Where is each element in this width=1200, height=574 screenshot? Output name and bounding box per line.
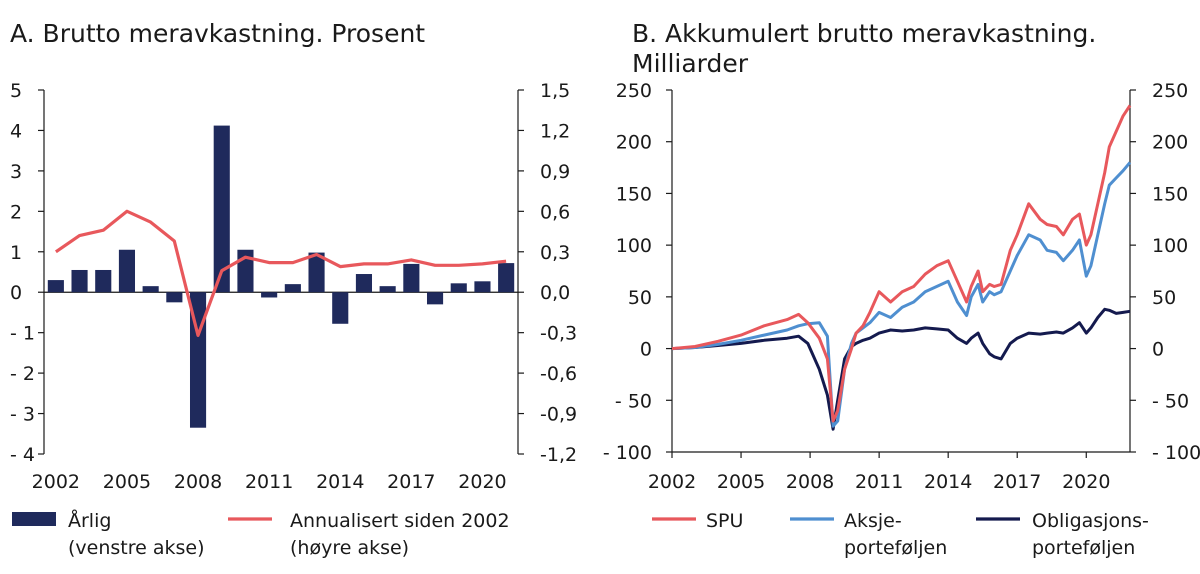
chart-a-bars bbox=[47, 125, 515, 428]
legend-label-b: SPU bbox=[706, 510, 743, 532]
chart-b-lines bbox=[671, 104, 1132, 431]
legend-label-b: porteføljen bbox=[844, 537, 947, 559]
chart-a-right-tick-label: 0,0 bbox=[540, 282, 570, 304]
chart-a-left-tick-label: - 3 bbox=[10, 404, 35, 426]
legend-label-arlig-sub: (venstre akse) bbox=[68, 537, 205, 559]
chart-a-x-tick-label: 2008 bbox=[174, 471, 222, 493]
chart-a-left-tick-label: 5 bbox=[10, 80, 22, 102]
chart-a-right-tick-label: -1,2 bbox=[540, 444, 577, 466]
chart-b-right-tick-label: 150 bbox=[1152, 183, 1188, 205]
chart-a-bar bbox=[450, 283, 467, 293]
chart-a-right-tick-label: 0,9 bbox=[540, 161, 570, 183]
chart-a-left-tick-label: 2 bbox=[10, 201, 22, 223]
chart-a-ticks: - 4 - 3 - 2 - 1 0 1 2 3 4 5 -1,2 -0,9 -0,6 -0,3 0,0 0,3… bbox=[10, 80, 577, 493]
chart-a-left-tick-label: 4 bbox=[10, 120, 22, 142]
chart-a-left-tick-label: - 4 bbox=[10, 444, 35, 466]
chart-a-title: A. Brutto meravkastning. Prosent bbox=[10, 19, 425, 48]
chart-a-right-tick-label: 0,3 bbox=[540, 242, 570, 264]
chart-a-x-tick-label: 2020 bbox=[458, 471, 506, 493]
chart-b-left-tick-label: 200 bbox=[616, 132, 652, 154]
chart-a-bar bbox=[213, 125, 230, 293]
chart-b-right-tick-label: 0 bbox=[1152, 339, 1164, 361]
chart-b-x-tick-label: 2011 bbox=[855, 471, 903, 493]
chart-a-bar bbox=[308, 252, 325, 293]
legend-label-annualisert: Annualisert siden 2002 bbox=[290, 510, 510, 532]
chart-b-x-tick-label: 2017 bbox=[993, 471, 1041, 493]
chart-a-bar bbox=[379, 286, 396, 293]
chart-b-right-tick-label: 100 bbox=[1152, 235, 1188, 257]
chart-a-bar bbox=[403, 263, 420, 293]
legend-swatch-arlig bbox=[12, 512, 56, 526]
chart-a-bar bbox=[95, 269, 112, 293]
chart-a-bar bbox=[47, 280, 64, 293]
chart-a-x-tick-label: 2014 bbox=[316, 471, 364, 493]
chart-b-axes bbox=[671, 90, 1131, 453]
chart-a-bar bbox=[71, 269, 88, 293]
chart-b-x-tick-label: 2005 bbox=[717, 471, 765, 493]
chart-b-x-tick-label: 2008 bbox=[786, 471, 834, 493]
panel-b: B. Akkumulert brutto meravkastning. Mill… bbox=[603, 19, 1200, 559]
chart-a-line-series bbox=[54, 209, 507, 337]
chart-a-bar bbox=[426, 292, 444, 305]
chart-a-bar bbox=[261, 292, 278, 298]
chart-b-legend: SPU Aksje-porteføljen Obligasjons-porteføl… bbox=[652, 510, 1149, 559]
chart-a-bar bbox=[142, 286, 159, 293]
chart-a-bar bbox=[332, 292, 349, 324]
chart-b-right-tick-label: - 100 bbox=[1152, 442, 1200, 464]
chart-a-x-tick-label: 2017 bbox=[387, 471, 435, 493]
chart-a-left-tick-label: 1 bbox=[10, 242, 22, 264]
chart-b-right-tick-label: 250 bbox=[1152, 80, 1188, 102]
chart-a-x-tick-label: 2002 bbox=[32, 471, 80, 493]
chart-a-axes bbox=[43, 90, 519, 454]
chart-a-line bbox=[54, 209, 507, 337]
chart-a-x-tick-label: 2005 bbox=[103, 471, 151, 493]
chart-b-left-tick-label: 250 bbox=[616, 80, 652, 102]
chart-a-bar bbox=[284, 284, 301, 293]
chart-a-left-tick-label: 0 bbox=[10, 282, 22, 304]
chart-a-bar bbox=[474, 281, 491, 293]
chart-a-left-tick-label: 3 bbox=[10, 161, 22, 183]
chart-b-left-tick-label: 50 bbox=[628, 287, 652, 309]
chart-b-right-tick-label: - 50 bbox=[1152, 390, 1189, 412]
chart-a-left-tick-label: - 1 bbox=[10, 323, 35, 345]
chart-a-bar bbox=[118, 249, 136, 293]
legend-label-b: Aksje- bbox=[844, 510, 902, 532]
chart-b-series-line bbox=[671, 104, 1132, 423]
chart-b-left-tick-label: 100 bbox=[616, 235, 652, 257]
chart-a-bar bbox=[498, 263, 515, 293]
chart-b-x-tick-label: 2002 bbox=[648, 471, 696, 493]
chart-a-right-tick-label: -0,6 bbox=[540, 363, 577, 385]
chart-a-bar bbox=[355, 274, 373, 293]
chart-b-left-tick-label: 150 bbox=[616, 183, 652, 205]
chart-b-left-tick-label: 0 bbox=[640, 339, 652, 361]
chart-b-title-line-1: B. Akkumulert brutto meravkastning. bbox=[632, 19, 1096, 48]
chart-b-x-tick-label: 2020 bbox=[1062, 471, 1110, 493]
chart-a-right-tick-label: -0,9 bbox=[540, 404, 577, 426]
chart-a-right-tick-label: -0,3 bbox=[540, 323, 577, 345]
panel-a: A. Brutto meravkastning. Prosent - 4- 3-… bbox=[10, 19, 577, 559]
chart-b-series-line bbox=[671, 161, 1132, 428]
legend-label-arlig: Årlig bbox=[68, 509, 111, 532]
legend-label-b: porteføljen bbox=[1032, 537, 1135, 559]
chart-b-right-tick-label: 200 bbox=[1152, 132, 1188, 154]
chart-b-right-tick-label: 50 bbox=[1152, 287, 1176, 309]
chart-b-left-tick-label: - 50 bbox=[615, 390, 652, 412]
chart-b-series-line bbox=[671, 307, 1131, 431]
chart-a-legend: Årlig (venstre akse) Annualisert siden 200… bbox=[12, 509, 510, 559]
chart-a-right-tick-label: 1,2 bbox=[540, 120, 570, 142]
chart-a-right-tick-label: 0,6 bbox=[540, 201, 570, 223]
chart-a-left-tick-label: - 2 bbox=[10, 363, 35, 385]
chart-a-x-tick-label: 2011 bbox=[245, 471, 293, 493]
chart-b-left-tick-label: - 100 bbox=[603, 442, 652, 464]
chart-b-x-tick-label: 2014 bbox=[924, 471, 972, 493]
legend-label-b: Obligasjons- bbox=[1032, 510, 1149, 532]
chart-b-title-line-2: Milliarder bbox=[632, 49, 749, 78]
chart-a-bar bbox=[166, 292, 183, 303]
legend-label-annualisert-sub: (høyre akse) bbox=[290, 537, 409, 559]
chart-a-right-tick-label: 1,5 bbox=[540, 80, 570, 102]
